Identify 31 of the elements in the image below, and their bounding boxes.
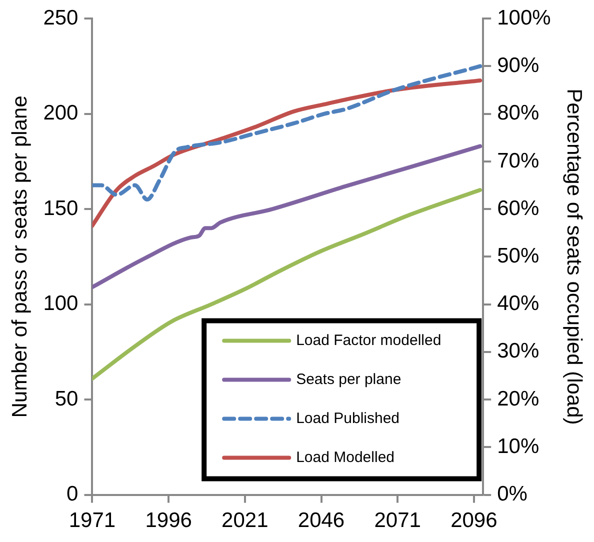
y-tick-label: 200 [43, 102, 78, 125]
y2-tick-label: 100% [497, 6, 551, 30]
x-tick-label: 2046 [298, 509, 345, 532]
y2-axis-title: Percentage of seats occupied (load) [562, 88, 586, 425]
x-tick-label: 2096 [450, 509, 498, 532]
legend-label: Load Modelled [296, 448, 395, 466]
y2-tick-label: 20% [497, 387, 540, 410]
y-tick-label: 50 [54, 387, 78, 410]
y-tick-label: 100 [43, 292, 78, 316]
y2-tick-label: 10% [497, 434, 540, 458]
y2-tick-label: 80% [497, 102, 540, 125]
y2-tick-label: 70% [497, 149, 540, 172]
x-tick-label: 2071 [374, 509, 421, 532]
y2-tick-label: 90% [497, 54, 540, 78]
y2-tick-label: 40% [497, 292, 540, 316]
legend-label: Seats per plane [296, 370, 402, 388]
y2-tick-label: 50% [497, 244, 540, 268]
y-tick-label: 0 [66, 482, 78, 506]
x-tick-label: 1971 [68, 509, 116, 532]
x-tick-label: 2021 [222, 509, 268, 532]
y-axis-title: Number of pass or seats per plane [8, 96, 32, 418]
legend-label: Load Published [296, 410, 400, 427]
y2-tick-label: 60% [497, 196, 540, 220]
x-tick-label: 1996 [145, 509, 192, 532]
line-series [92, 144, 482, 290]
y-tick-label: 150 [43, 196, 78, 220]
y2-tick-label: 0% [497, 482, 528, 506]
y-tick-label: 250 [43, 6, 78, 30]
y2-tick-label: 30% [497, 340, 540, 363]
legend-label: Load Factor modelled [296, 332, 442, 349]
line-series [92, 64, 482, 202]
